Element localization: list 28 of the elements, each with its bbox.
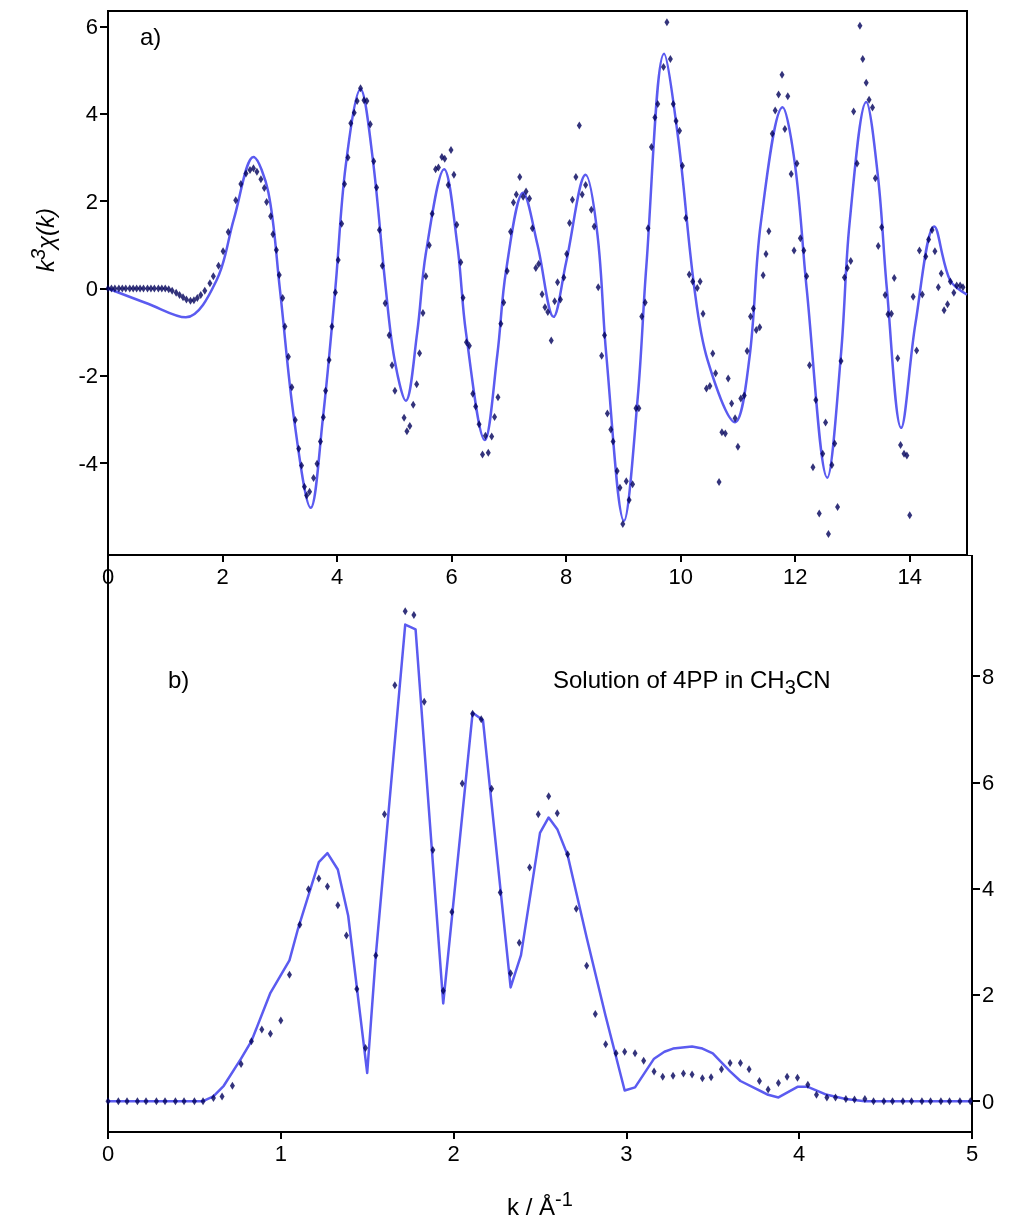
y-tick-label: 2 — [982, 982, 995, 1008]
y-tick-label: 2 — [85, 188, 98, 214]
x-tick-label: 2 — [216, 563, 229, 589]
x-tick-label: 2 — [447, 1140, 460, 1166]
x-tick-label: 3 — [620, 1140, 633, 1166]
x-axis-title: k / Å$^{-1}$ — [507, 1187, 573, 1221]
y-tick-label: 8 — [982, 663, 995, 689]
annotation: Solution of 4PP in CH$_{3}$CN — [553, 665, 831, 700]
x-tick-label: 5 — [965, 1140, 979, 1166]
annotation: a) — [140, 22, 162, 52]
y-tick-label: 6 — [982, 769, 995, 795]
x-tick-label: 0 — [101, 1140, 115, 1166]
annotation: b) — [168, 665, 190, 695]
x-tick-label: 1 — [274, 1140, 287, 1166]
x-tick-label: 8 — [560, 563, 573, 589]
y-tick-label: -2 — [78, 363, 98, 389]
x-tick-label: 12 — [782, 563, 808, 589]
y-tick-label: 0 — [85, 275, 98, 301]
x-tick-label: 14 — [897, 563, 922, 589]
y-tick-label: 4 — [85, 101, 98, 127]
x-tick-label: 4 — [330, 563, 344, 589]
y-tick-label: 0 — [982, 1088, 995, 1114]
y-tick-label: 4 — [982, 876, 995, 902]
y-tick-label: 6 — [85, 13, 98, 39]
x-tick-label: 6 — [445, 563, 458, 589]
x-tick-label: 4 — [793, 1140, 806, 1166]
x-tick-label: 10 — [668, 563, 693, 589]
y-tick-label: -4 — [78, 450, 98, 476]
